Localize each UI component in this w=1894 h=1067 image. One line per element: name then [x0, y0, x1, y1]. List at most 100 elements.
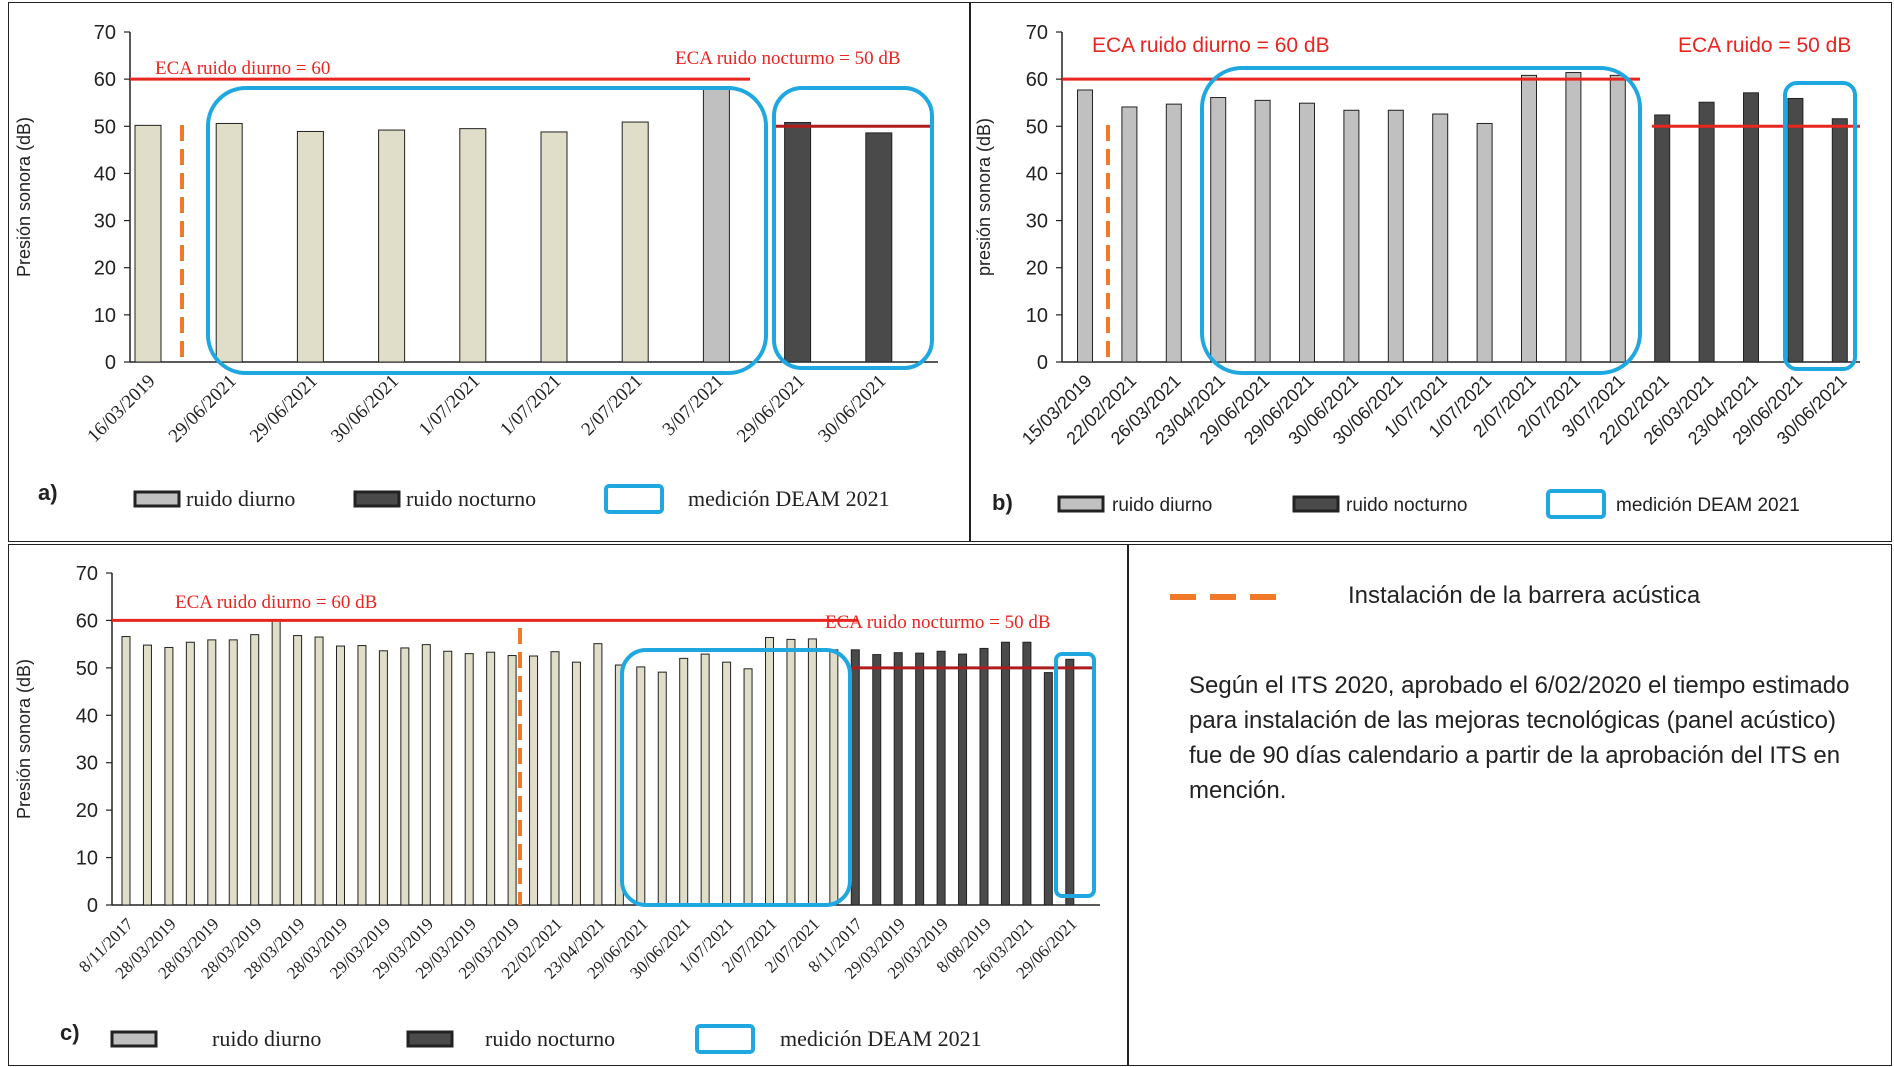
bar: [936, 650, 946, 906]
bar: [571, 661, 581, 906]
legend-swatch-day: [110, 1030, 158, 1048]
panel-a-border: [8, 2, 970, 542]
legend-label: medición DEAM 2021: [1616, 495, 1800, 516]
panel-b-border: [970, 2, 1892, 542]
bar: [314, 636, 324, 906]
bar: [486, 651, 496, 906]
bar: [1165, 103, 1182, 363]
legend-swatch-night: [1292, 495, 1340, 513]
x-tick-label: 30/06/2021: [327, 371, 403, 447]
y-tick-label: 30: [76, 753, 98, 775]
legend-label: ruido diurno: [212, 1026, 321, 1051]
bar: [679, 657, 689, 906]
bar: [1022, 641, 1032, 906]
y-tick-label: 70: [76, 563, 98, 585]
y-tick-label: 30: [1026, 211, 1048, 233]
legend-swatch-day: [1057, 495, 1105, 513]
bar: [1654, 114, 1671, 363]
bar: [1521, 74, 1537, 363]
eca-limit-label: ECA ruido = 50 dB: [1678, 34, 1851, 57]
bar: [507, 655, 517, 906]
bar: [400, 647, 410, 906]
x-tick-label: 16/03/2019: [83, 371, 159, 447]
panel-label: c): [60, 1020, 80, 1045]
y-tick-label: 20: [76, 800, 98, 822]
legend-label: ruido diurno: [186, 486, 295, 511]
eca-limit-label: ECA ruido diurno = 60 dB: [1092, 34, 1330, 57]
deam-2021-box: [1054, 652, 1096, 898]
legend-label: ruido diurno: [1112, 495, 1212, 516]
bar: [296, 130, 324, 363]
bar: [1043, 672, 1053, 906]
bar: [786, 638, 796, 906]
y-tick-label: 50: [94, 116, 116, 138]
bar: [443, 650, 453, 906]
x-tick-label: 29/06/2021: [246, 371, 322, 447]
legend-label: ruido nocturno: [485, 1026, 615, 1051]
bar: [872, 654, 882, 906]
y-tick-label: 10: [1026, 305, 1048, 327]
bar: [1787, 97, 1804, 363]
y-tick-label: 10: [76, 848, 98, 870]
bar: [250, 634, 260, 906]
bar: [979, 647, 989, 906]
y-axis-label: presión sonora (dB): [974, 118, 994, 276]
x-tick-label: 1/07/2021: [415, 371, 484, 440]
bar: [293, 635, 303, 906]
install-legend-label: Instalación de la barrera acústica: [1348, 582, 1701, 609]
bar: [1609, 74, 1626, 363]
x-tick-label: 2/07/2021: [577, 371, 646, 440]
x-tick-label: 29/06/2021: [733, 371, 809, 447]
panel-c-border: [8, 544, 1128, 1066]
bar: [784, 122, 812, 363]
bar: [1065, 658, 1075, 906]
y-tick-label: 30: [94, 211, 116, 233]
panel-label: a): [38, 480, 58, 505]
bar: [1299, 102, 1315, 363]
bar: [636, 666, 646, 906]
y-tick-label: 70: [94, 22, 116, 44]
bar: [1831, 118, 1848, 363]
x-tick-label: 3/07/2021: [659, 371, 728, 440]
x-tick-label: 30/06/2021: [814, 371, 890, 447]
bar: [850, 649, 860, 906]
bar: [421, 644, 431, 906]
legend-label: ruido nocturno: [406, 486, 536, 511]
x-tick-label: 1/07/2021: [496, 371, 565, 440]
y-tick-label: 40: [1026, 163, 1048, 185]
bar: [1077, 89, 1093, 363]
bar: [459, 128, 487, 363]
legend-swatch-deam: [695, 1024, 755, 1054]
bar: [134, 124, 162, 363]
bar: [657, 671, 667, 906]
deam-2021-box: [1783, 81, 1857, 371]
eca-limit-label: ECA ruido nocturmo = 50 dB: [675, 48, 901, 69]
bar: [865, 132, 893, 363]
bar: [593, 643, 603, 906]
bar: [185, 641, 195, 906]
y-tick-label: 50: [76, 658, 98, 680]
deam-2021-box: [1200, 66, 1642, 375]
bar: [1121, 106, 1138, 363]
bar: [336, 645, 345, 906]
legend-label: medición DEAM 2021: [780, 1026, 982, 1051]
bar: [1254, 99, 1271, 363]
bar: [722, 661, 732, 906]
y-tick-label: 50: [1026, 116, 1048, 138]
bar: [1743, 92, 1759, 363]
bar: [1387, 109, 1404, 363]
its-note-text: Según el ITS 2020, aprobado el 6/02/2020…: [1189, 672, 1850, 804]
bar: [1210, 97, 1227, 363]
bar: [621, 121, 649, 363]
bar: [1698, 101, 1715, 363]
deam-2021-box: [206, 86, 768, 375]
bar: [700, 653, 710, 906]
bar: [1432, 113, 1449, 363]
bar: [1000, 641, 1010, 906]
bar: [1343, 109, 1360, 363]
legend-swatch-day: [133, 490, 181, 508]
bar: [550, 651, 560, 906]
y-tick-label: 20: [94, 258, 116, 280]
y-tick-label: 60: [76, 610, 98, 632]
